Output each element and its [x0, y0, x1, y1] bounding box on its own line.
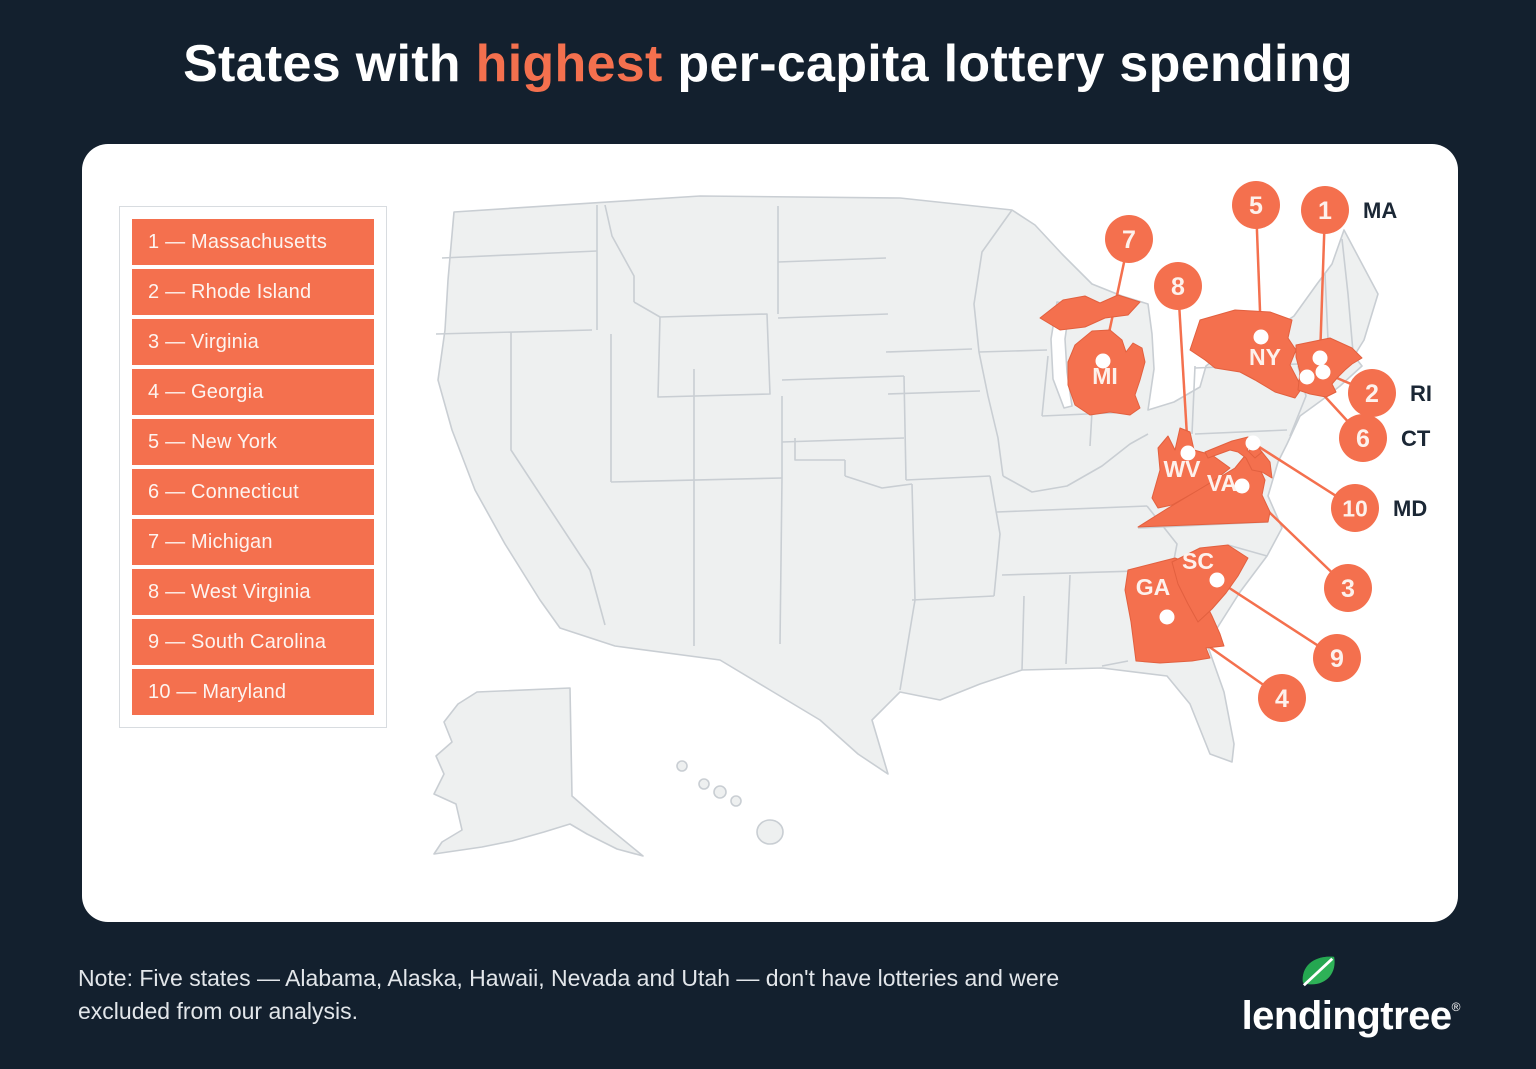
alaska — [433, 687, 644, 857]
lendingtree-logo: lendingtree® — [1180, 948, 1461, 1044]
anchor-dot-5 — [1253, 329, 1269, 345]
legend-item-10: 10 — Maryland — [132, 669, 374, 715]
state-new-york-highlight — [1189, 309, 1303, 399]
lendingtree-wordmark: lendingtree® — [1241, 994, 1461, 1038]
anchor-dot-2 — [1315, 364, 1331, 380]
highlighted-states-layer — [1039, 294, 1363, 664]
callout-line-8 — [1176, 285, 1190, 454]
footnote: Note: Five states — Alabama, Alaska, Haw… — [78, 965, 1060, 1025]
state-michigan-highlight — [1067, 329, 1146, 416]
hawaii — [676, 760, 784, 845]
anchor-dot-7 — [1095, 353, 1111, 369]
callout-circle-9 — [1313, 634, 1361, 682]
callout-number-2: 2 — [1365, 380, 1379, 408]
state-map-label-NY: NY — [1249, 344, 1281, 370]
ranking-legend: 1 — Massachusetts 2 — Rhode Island 3 — Vir… — [119, 206, 387, 728]
infographic-card: 1 2 3 4 5 6 7 8 9 10 MA RI CT MD MI NY WV VA SC GA 1 — Mas… — [82, 144, 1458, 922]
anchor-dot-8 — [1180, 445, 1196, 461]
us-map-base — [433, 195, 1379, 857]
callout-number-9: 9 — [1330, 645, 1344, 673]
callout-number-4: 4 — [1275, 685, 1289, 713]
state-map-label-VA: VA — [1207, 470, 1237, 496]
callout-number-5: 5 — [1249, 192, 1263, 220]
callout-number-6: 6 — [1356, 425, 1370, 453]
state-abbr-label-MD: MD — [1393, 496, 1427, 521]
callout-number-10: 10 — [1342, 495, 1368, 521]
title-prefix: States with — [183, 35, 476, 93]
callout-circle-2 — [1348, 369, 1396, 417]
state-abbr-label-RI: RI — [1410, 381, 1432, 406]
legend-item-2: 2 — Rhode Island — [132, 269, 374, 315]
callout-circle-4 — [1258, 674, 1306, 722]
state-map-label-MI: MI — [1092, 363, 1118, 389]
state-map-label-WV: WV — [1163, 456, 1201, 482]
anchor-dot-1 — [1312, 350, 1328, 366]
callout-number-3: 3 — [1341, 575, 1355, 603]
legend-item-6: 6 — Connecticut — [132, 469, 374, 515]
legend-item-7: 7 — Michigan — [132, 519, 374, 565]
callout-line-1 — [1318, 209, 1327, 359]
title-highlight: highest — [475, 35, 663, 93]
state-borders — [435, 204, 1354, 691]
callout-number-1: 1 — [1318, 197, 1332, 225]
callout-circle-7 — [1105, 215, 1153, 263]
callout-circle-5 — [1232, 181, 1280, 229]
state-map-label-GA: GA — [1136, 574, 1171, 600]
legend-item-5: 5 — New York — [132, 419, 374, 465]
state-south-carolina-highlight — [1171, 544, 1249, 623]
callout-circle-3 — [1324, 564, 1372, 612]
anchor-dot-10 — [1245, 435, 1261, 451]
title-suffix: per-capita lottery spending — [662, 35, 1353, 93]
callout-circles-layer: 1 2 3 4 5 6 7 8 9 10 — [1105, 181, 1396, 722]
anchor-dots-layer — [1095, 329, 1331, 625]
callout-circle-8 — [1154, 262, 1202, 310]
callout-circle-1 — [1301, 186, 1349, 234]
state-map-label-SC: SC — [1182, 548, 1214, 574]
anchor-dot-6 — [1299, 369, 1315, 385]
registered-mark: ® — [1451, 1000, 1461, 1014]
state-abbr-label-MA: MA — [1363, 198, 1397, 223]
anchor-dot-3 — [1234, 478, 1250, 494]
state-michigan-up-highlight — [1039, 294, 1141, 331]
state-abbr-label-CT: CT — [1401, 426, 1431, 451]
anchor-dot-4 — [1159, 609, 1175, 625]
leaf-icon — [1302, 956, 1335, 987]
legend-item-3: 3 — Virginia — [132, 319, 374, 365]
callout-circle-10 — [1331, 484, 1379, 532]
anchor-dot-9 — [1209, 572, 1225, 588]
legend-item-9: 9 — South Carolina — [132, 619, 374, 665]
callout-number-8: 8 — [1171, 273, 1185, 301]
legend-item-8: 8 — West Virginia — [132, 569, 374, 615]
legend-item-4: 4 — Georgia — [132, 369, 374, 415]
callout-number-7: 7 — [1122, 226, 1136, 254]
page-title: States with highest per-capita lottery s… — [0, 34, 1536, 94]
legend-item-1: 1 — Massachusetts — [132, 219, 374, 265]
callout-circle-6 — [1339, 414, 1387, 462]
